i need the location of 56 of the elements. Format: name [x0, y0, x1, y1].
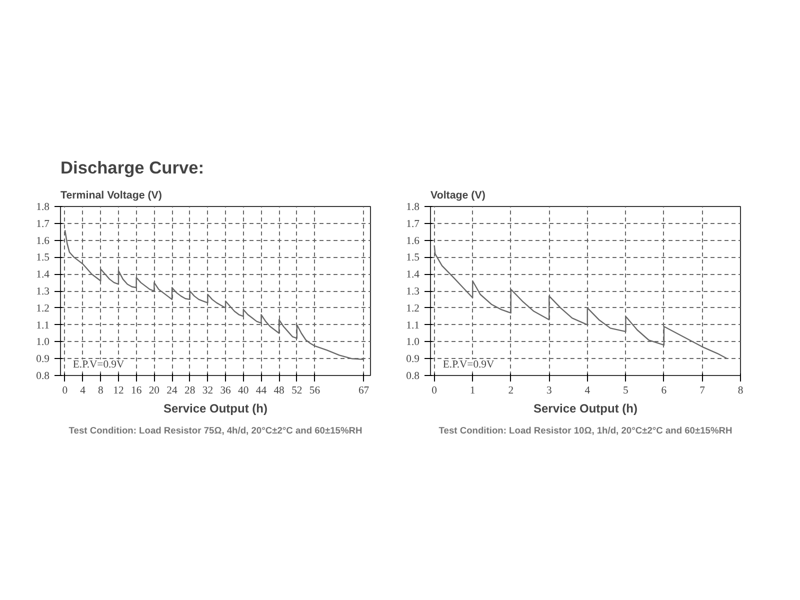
x-axis-title: Service Output (h): [163, 402, 268, 416]
x-tick-label: 48: [274, 386, 284, 396]
x-axis-title: Service Output (h): [533, 402, 638, 416]
x-tick-label: 8: [738, 386, 744, 396]
x-tick-label: 8: [98, 386, 104, 396]
x-tick-label: 36: [220, 386, 232, 396]
x-tick-label: 28: [184, 386, 196, 396]
y-axis-title: Terminal Voltage (V): [60, 190, 162, 202]
x-tick-label: 0: [62, 386, 68, 396]
x-tick-label: 6: [661, 386, 668, 396]
x-tick-label: 52: [292, 386, 302, 396]
y-tick-label: 1.6: [36, 236, 50, 247]
y-tick-label: 1.7: [36, 218, 50, 230]
y-tick-label: 1.0: [36, 337, 50, 348]
x-tick-label: 16: [131, 386, 142, 396]
y-tick-label: 1.5: [406, 252, 420, 264]
x-tick-label: 1: [470, 386, 476, 396]
y-tick-label: 1.5: [36, 252, 50, 264]
y-tick-label: 1.8: [406, 202, 420, 213]
x-tick-label: 67: [358, 386, 370, 396]
y-tick-label: 1.7: [406, 218, 420, 230]
x-tick-label: 44: [256, 386, 268, 396]
text: Test Condition: Load Resistor 75Ω, 4h/d, 20°C±2°C and 60±15%RH: [68, 426, 363, 436]
x-tick-label: 5: [623, 386, 628, 396]
text: Test Condition: Load Resistor 10Ω, 1h/d, 20°C±2°C and 60±15%RH: [438, 426, 733, 436]
y-tick-label: 1.3: [36, 286, 50, 298]
x-tick-label: 7: [700, 386, 706, 396]
y-tick-label: 1.3: [406, 286, 420, 298]
x-tick-label: 56: [309, 386, 321, 396]
y-tick-label: 0.8: [406, 371, 420, 382]
x-tick-label: 12: [113, 386, 124, 396]
y-tick-label: 0.8: [36, 371, 50, 382]
x-tick-label: 40: [238, 386, 249, 396]
y-axis-title: Voltage (V): [430, 190, 486, 202]
y-tick-label: 1.2: [406, 303, 420, 314]
x-tick-label: 2: [508, 386, 514, 396]
y-tick-label: 1.2: [36, 303, 50, 314]
y-tick-label: 0.9: [36, 354, 50, 366]
y-tick-label: 1.1: [36, 320, 50, 332]
y-tick-label: 1.6: [406, 236, 420, 247]
annotation: E.P.V=0.9V: [442, 359, 495, 370]
y-tick-label: 1.0: [406, 337, 420, 348]
annotation: E.P.V=0.9V: [72, 359, 125, 370]
y-tick-label: 1.8: [36, 202, 50, 213]
y-tick-label: 1.4: [36, 270, 50, 281]
x-tick-label: 0: [432, 386, 437, 396]
chart-title: Discharge Curve:: [60, 158, 204, 178]
x-tick-label: 4: [80, 386, 86, 396]
x-tick-label: 3: [546, 386, 552, 396]
x-tick-label: 32: [202, 386, 214, 396]
y-tick-label: 1.4: [406, 270, 420, 281]
x-tick-label: 24: [166, 386, 178, 396]
y-tick-label: 0.9: [406, 354, 420, 366]
x-tick-label: 4: [584, 386, 591, 396]
y-tick-label: 1.1: [406, 320, 420, 332]
x-tick-label: 20: [148, 386, 160, 396]
